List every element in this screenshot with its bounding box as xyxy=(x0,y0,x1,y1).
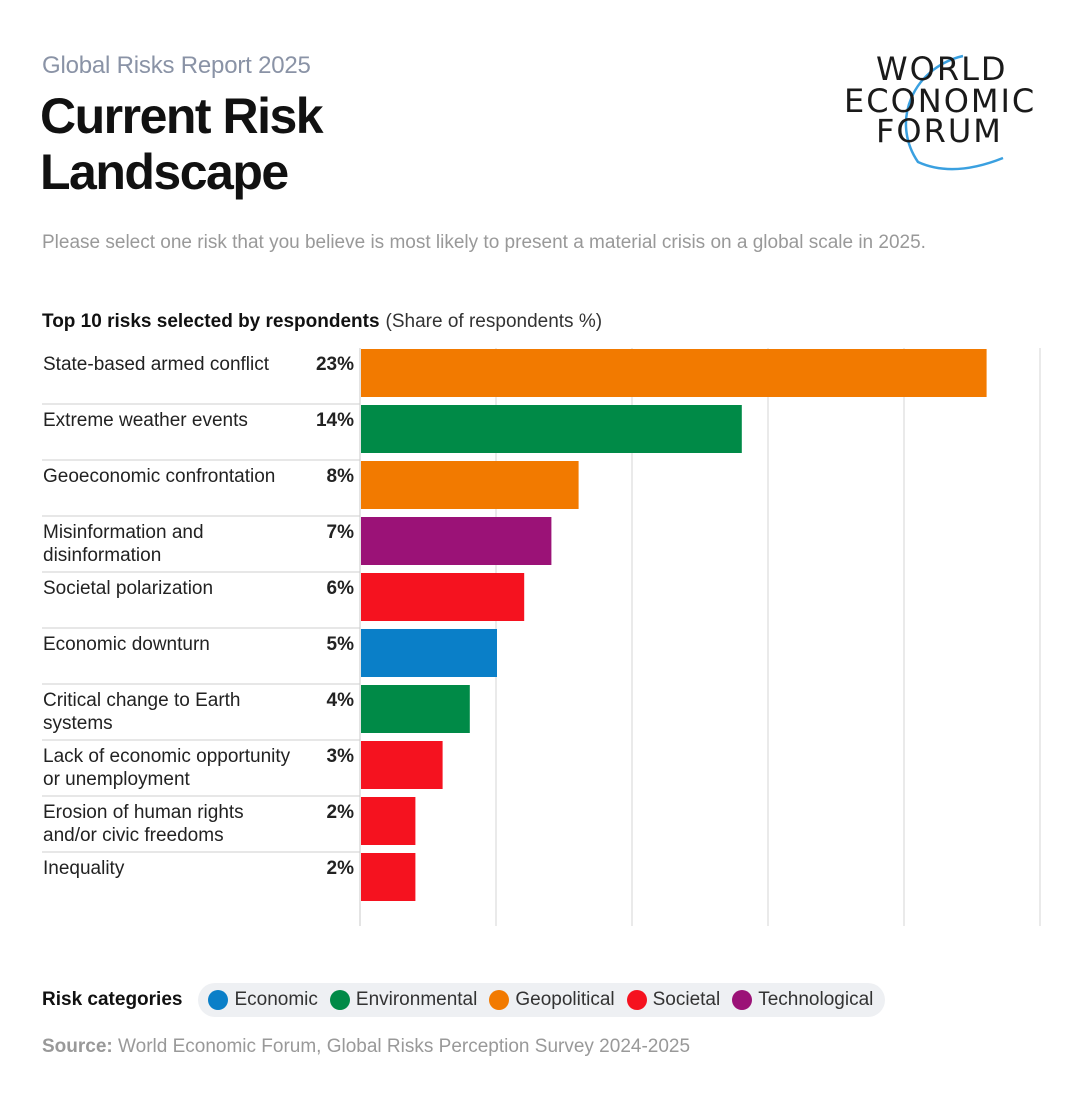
bar-chart: State-based armed conflict 23% Extreme wea… xyxy=(0,340,1080,930)
survey-question: Please select one risk that you believe … xyxy=(42,232,926,253)
legend-item: Technological xyxy=(732,989,873,1011)
category-label: Erosion of human rights xyxy=(43,802,244,823)
legend-dot-icon xyxy=(626,990,647,1010)
source-note: Source: World Economic Forum, Global Ris… xyxy=(42,1036,690,1058)
category-label: Inequality xyxy=(43,858,125,879)
value-label: 6% xyxy=(327,578,355,599)
source-label: Source: xyxy=(42,1036,113,1057)
value-label: 7% xyxy=(327,522,355,543)
logo-line-3: FORUM xyxy=(876,112,1003,150)
legend-label: Environmental xyxy=(355,989,478,1010)
category-label: State-based armed conflict xyxy=(43,354,270,375)
legend-dot-icon xyxy=(732,990,753,1010)
category-label: Lack of economic opportunity xyxy=(43,746,291,767)
page-title: Current Risk Landscape xyxy=(40,88,324,200)
logo-arc xyxy=(904,54,1004,171)
value-label: 23% xyxy=(316,354,354,375)
source-text: World Economic Forum, Global Risks Perce… xyxy=(118,1036,691,1057)
category-label: Critical change to Earth xyxy=(43,690,241,711)
report-label: Global Risks Report 2025 xyxy=(42,52,311,79)
legend-item: Societal xyxy=(626,989,721,1011)
bar xyxy=(361,349,987,397)
bar xyxy=(361,405,742,453)
bar xyxy=(361,853,416,901)
bar xyxy=(361,685,470,733)
legend-dot-icon xyxy=(489,990,510,1010)
category-label: Economic downturn xyxy=(43,634,210,655)
bar xyxy=(361,797,416,845)
bar xyxy=(361,517,552,565)
logo-line-1: WORLD xyxy=(876,50,1008,88)
title-line-2: Landscape xyxy=(40,144,289,200)
wef-logo: WORLD ECONOMIC FORUM xyxy=(838,48,1053,173)
legend-pill: Economic Environmental Geopolitical Societa… xyxy=(198,983,886,1017)
category-label: Geoeconomic confrontation xyxy=(43,466,275,487)
legend-item: Economic xyxy=(208,989,318,1011)
chart-unit: (Share of respondents %) xyxy=(385,311,603,332)
legend: Risk categories Economic Environmental Geo… xyxy=(42,983,886,1017)
legend-label: Geopolitical xyxy=(515,989,615,1010)
value-label: 2% xyxy=(327,802,355,823)
value-label: 8% xyxy=(327,466,355,487)
legend-label: Economic xyxy=(234,989,318,1010)
category-label: systems xyxy=(43,713,113,734)
value-label: 2% xyxy=(327,858,355,879)
value-label: 14% xyxy=(316,410,354,431)
category-label: Societal polarization xyxy=(43,578,213,599)
bar-chart-svg: State-based armed conflict 23% Extreme wea… xyxy=(42,348,1041,926)
category-label: Extreme weather events xyxy=(43,410,248,431)
category-label: or unemployment xyxy=(43,769,191,790)
value-label: 4% xyxy=(327,690,355,711)
legend-dot-icon xyxy=(329,990,350,1010)
bar xyxy=(361,741,443,789)
category-label: disinformation xyxy=(43,545,161,566)
bar xyxy=(361,629,497,677)
title-line-1: Current Risk xyxy=(40,88,324,144)
legend-title: Risk categories xyxy=(42,989,183,1010)
logo-line-2: ECONOMIC xyxy=(844,82,1037,120)
legend-label: Societal xyxy=(652,989,721,1010)
chart-title: Top 10 risks selected by respondents xyxy=(42,311,380,332)
category-label: Misinformation and xyxy=(43,522,204,543)
bar xyxy=(361,573,525,621)
value-label: 5% xyxy=(327,634,355,655)
category-label: and/or civic freedoms xyxy=(43,825,224,846)
chart-header: Top 10 risks selected by respondents (Sha… xyxy=(42,311,602,333)
bar xyxy=(361,461,579,509)
legend-item: Geopolitical xyxy=(489,989,615,1011)
legend-dot-icon xyxy=(208,990,229,1010)
legend-item: Environmental xyxy=(329,989,478,1011)
legend-label: Technological xyxy=(758,989,874,1010)
value-label: 3% xyxy=(327,746,355,767)
